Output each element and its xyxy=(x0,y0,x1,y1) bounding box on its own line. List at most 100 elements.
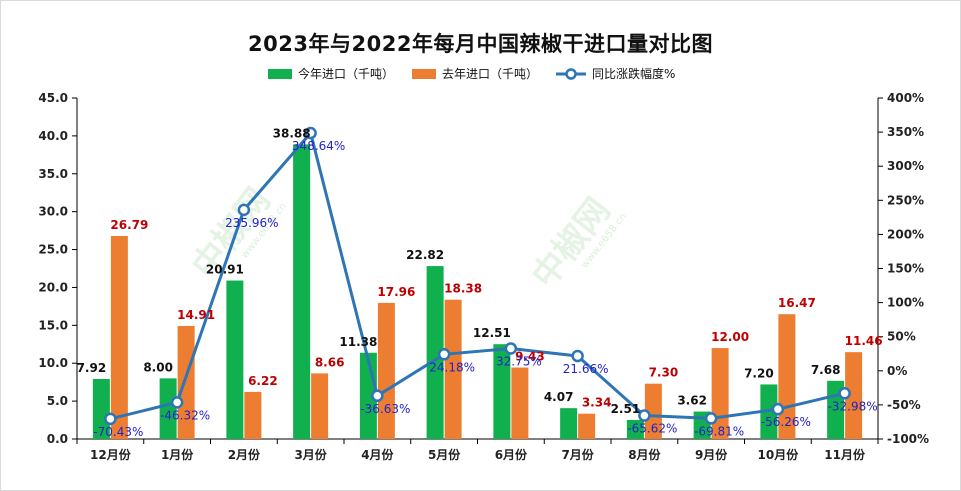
bar-last-year xyxy=(244,391,262,439)
bar-this-year-label: 20.91 xyxy=(206,263,244,277)
bar-last-year-label: 9.43 xyxy=(515,350,545,364)
bar-last-year xyxy=(578,413,596,439)
bar-this-year xyxy=(493,344,511,439)
bar-last-year xyxy=(110,235,128,439)
bar-this-year-label: 22.82 xyxy=(406,248,444,262)
x-tick-label: 11月份 xyxy=(824,447,866,462)
x-tick-label: 6月份 xyxy=(495,447,528,462)
legend-label: 今年进口（千吨） xyxy=(298,66,394,81)
y-right-tick-label: 250% xyxy=(887,193,924,207)
growth-point-label: 21.66% xyxy=(563,362,609,376)
legend-swatch xyxy=(412,69,437,79)
bar-last-year-label: 12.00 xyxy=(711,330,749,344)
bar-last-year xyxy=(177,326,195,439)
growth-point-label: -36.63% xyxy=(360,402,410,416)
y-right-tick-label: -100% xyxy=(887,432,929,446)
growth-point xyxy=(504,342,518,355)
axes: 0.0 5.0 10.0 15.0 20.0 25.0 30.0 35.0 40.0 45.0 -1… xyxy=(38,91,929,462)
y-left-tick-label: 30.0 xyxy=(38,205,68,219)
growth-point xyxy=(638,409,651,422)
y-right-tick-label: 50% xyxy=(887,330,916,344)
legend-swatch xyxy=(268,69,292,79)
y-right-tick-label: 200% xyxy=(887,227,924,241)
x-tick-label: 10月份 xyxy=(758,447,800,462)
growth-point-label: -32.98% xyxy=(828,399,878,413)
legend-label: 同比涨跌幅度% xyxy=(592,66,675,81)
y-left-tick-label: 45.0 xyxy=(38,91,68,105)
bar-this-year-label: 12.51 xyxy=(473,326,511,340)
growth-point-label: -65.62% xyxy=(627,422,677,436)
y-left-tick-label: 10.0 xyxy=(38,356,68,370)
bar-last-year-label: 17.96 xyxy=(377,285,415,299)
bar-last-year-label: 7.30 xyxy=(649,366,679,380)
legend-line-marker xyxy=(565,68,577,80)
y-left-tick-label: 5.0 xyxy=(47,394,68,408)
bar-last-year-label: 11.46 xyxy=(845,334,883,348)
y-right-tick-label: -50% xyxy=(887,398,921,412)
bar-last-year xyxy=(311,373,329,439)
bar-this-year-label: 8.00 xyxy=(143,360,173,374)
growth-point-label: 348.64% xyxy=(292,139,345,153)
growth-point xyxy=(838,387,851,400)
growth-point-label: 24.18% xyxy=(429,360,475,374)
y-left-tick-label: 20.0 xyxy=(38,280,68,294)
growth-point xyxy=(304,126,317,140)
growth-point xyxy=(771,402,785,416)
growth-point xyxy=(571,349,584,363)
bar-this-year-label: 4.07 xyxy=(544,390,574,404)
bar-this-year xyxy=(293,144,311,439)
growth-line xyxy=(110,131,845,421)
bar-last-year-label: 3.34 xyxy=(582,396,612,410)
bar-last-year-label: 16.47 xyxy=(778,296,816,310)
y-left-tick-label: 35.0 xyxy=(38,167,68,181)
growth-point xyxy=(104,412,117,426)
bar-this-year-label: 7.20 xyxy=(744,366,774,380)
x-tick-label: 7月份 xyxy=(561,447,594,462)
y-right-tick-label: 150% xyxy=(887,262,924,276)
bar-this-year xyxy=(626,419,644,439)
data-labels: 7.92 26.79 8.00 14.91 20.91 6.22 38.88 8.66 11.3… xyxy=(77,126,883,438)
legend: 今年进口（千吨） 去年进口（千吨） 同比涨跌幅度% xyxy=(268,66,675,81)
bar-this-year-label: 7.68 xyxy=(811,363,841,377)
x-tick-label: 9月份 xyxy=(695,447,728,462)
x-tick-label: 4月份 xyxy=(361,447,394,462)
bar-this-year-label: 7.92 xyxy=(77,361,107,375)
x-tick-label: 2月份 xyxy=(228,447,261,462)
bar-this-year xyxy=(159,378,177,439)
bar-last-year-label: 8.66 xyxy=(315,355,345,369)
bar-this-year-label: 11.38 xyxy=(339,335,377,349)
x-tick-label: 3月份 xyxy=(294,447,327,462)
y-left-tick-label: 40.0 xyxy=(38,129,68,143)
bar-last-year xyxy=(444,299,462,439)
bar-last-year-label: 26.79 xyxy=(110,218,148,232)
bar-last-year xyxy=(845,352,863,439)
x-tick-label: 12月份 xyxy=(90,447,132,462)
bar-this-year xyxy=(226,280,244,439)
y-right-tick-label: 350% xyxy=(887,125,924,139)
bar-this-year-label: 3.62 xyxy=(677,394,707,408)
bar-this-year-label: 2.51 xyxy=(611,402,641,416)
x-tick-label: 8月份 xyxy=(628,447,661,462)
growth-point xyxy=(170,396,184,409)
bar-last-year-label: 14.91 xyxy=(177,308,215,322)
growth-point xyxy=(704,412,718,425)
growth-point-label: -69.81% xyxy=(694,424,744,438)
y-right-tick-label: 300% xyxy=(887,159,924,173)
y-right-tick-label: 100% xyxy=(887,296,924,310)
growth-point-label: -46.32% xyxy=(160,408,210,422)
bar-last-year xyxy=(377,302,395,439)
y-left-tick-label: 25.0 xyxy=(38,243,68,257)
growth-point-label: -56.26% xyxy=(761,415,811,429)
bar-last-year xyxy=(511,367,529,439)
growth-point xyxy=(437,348,451,361)
bar-this-year-label: 38.88 xyxy=(273,126,311,140)
growth-point xyxy=(371,389,384,403)
legend-label: 去年进口（千吨） xyxy=(442,67,538,81)
growth-point-label: 32.75% xyxy=(496,354,542,368)
bar-last-year xyxy=(644,383,662,439)
x-tick-label: 1月份 xyxy=(161,447,194,462)
y-left-tick-label: 15.0 xyxy=(38,318,68,332)
